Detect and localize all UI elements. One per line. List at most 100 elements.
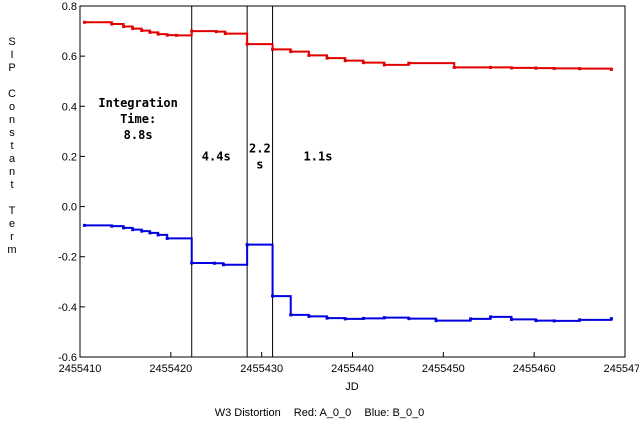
data-point: [307, 53, 311, 57]
y-tick-label: 0.8: [62, 1, 77, 13]
data-point: [131, 27, 135, 31]
data-point: [140, 29, 144, 33]
data-point: [271, 47, 275, 51]
x-tick-label: 2455440: [331, 363, 374, 375]
data-point: [407, 317, 411, 321]
data-point: [122, 25, 126, 29]
data-point: [434, 319, 438, 323]
data-point: [469, 317, 473, 321]
data-point: [578, 318, 582, 322]
data-point: [156, 32, 160, 36]
data-point: [325, 56, 329, 60]
data-point: [140, 229, 144, 233]
data-point: [156, 233, 160, 237]
y-axis-title-char: T: [9, 205, 16, 217]
data-point: [148, 231, 152, 235]
legend-red: Red: A_0_0: [293, 407, 352, 419]
data-point: [325, 316, 329, 320]
data-point: [165, 33, 169, 37]
y-axis-title-char: r: [10, 231, 14, 243]
series-layer: [83, 20, 613, 323]
x-tick-label: 2455450: [422, 363, 465, 375]
data-point: [609, 67, 613, 71]
series-B_0_0: [83, 223, 613, 323]
data-point: [148, 30, 152, 34]
y-tick-label: 0.2: [62, 151, 77, 163]
annotation-text: s: [256, 157, 263, 171]
data-point: [452, 65, 456, 69]
annotation-text: 2.2: [249, 141, 271, 155]
y-axis-title-char: s: [9, 127, 15, 139]
y-axis-title-char: P: [8, 62, 15, 74]
y-axis-title-char: I: [10, 49, 13, 61]
y-axis-title-char: e: [9, 218, 15, 230]
data-point: [289, 50, 293, 54]
series-line: [84, 224, 613, 322]
data-point: [83, 223, 87, 227]
data-point: [361, 61, 365, 65]
y-axis-title-char: C: [8, 88, 16, 100]
legend-blue: Blue: B_0_0: [364, 407, 425, 419]
data-point: [222, 263, 226, 267]
y-tick-label: 0.0: [62, 202, 77, 214]
data-point: [83, 20, 87, 24]
data-point: [361, 316, 365, 320]
data-point: [110, 22, 114, 26]
data-point: [122, 226, 126, 230]
data-point: [509, 317, 513, 321]
x-tick-label: 2455460: [513, 363, 556, 375]
integration-boundaries: [191, 6, 274, 357]
y-axis-title-char: t: [10, 179, 13, 191]
data-point: [110, 224, 114, 228]
caption-text: W3 Distortion: [214, 407, 281, 419]
data-point: [174, 33, 178, 37]
data-point: [552, 66, 556, 70]
annotation-text: 4.4s: [202, 149, 231, 163]
data-point: [245, 42, 249, 46]
annotation-text: Time:: [120, 112, 156, 126]
data-point: [223, 32, 227, 36]
data-point: [343, 59, 347, 63]
x-tick-label: 2455410: [59, 363, 102, 375]
data-point: [552, 319, 556, 323]
data-point: [407, 61, 411, 65]
y-tick-label: -0.4: [58, 302, 77, 314]
data-point: [609, 317, 613, 321]
series-A_0_0: [83, 20, 613, 71]
x-tick-label: 2455420: [149, 363, 192, 375]
y-axis: 0.8 0.6 0.4 0.2 0.0 -0.2 -0.4 -0.6: [58, 1, 85, 364]
y-axis-title-char: n: [9, 114, 15, 126]
plot-frame: [79, 5, 626, 358]
y-tick-label: -0.2: [58, 252, 77, 264]
chart-caption: W3 Distortion Red: A_0_0 Blue: B_0_0: [0, 407, 639, 419]
data-point: [534, 66, 538, 70]
y-tick-label: -0.6: [58, 352, 77, 364]
y-axis-title-char: S: [8, 36, 15, 48]
data-point: [382, 316, 386, 320]
data-point: [214, 30, 218, 34]
annotation-text: 1.1s: [304, 149, 333, 163]
annotation-text: 8.8s: [124, 128, 153, 142]
data-point: [212, 261, 216, 265]
data-point: [271, 294, 275, 298]
data-point: [489, 65, 493, 69]
data-point: [190, 29, 194, 33]
data-point: [509, 66, 513, 70]
data-point: [131, 228, 135, 232]
y-tick-label: 0.6: [62, 51, 77, 63]
data-point: [382, 63, 386, 67]
x-tick-label: 2455430: [240, 363, 283, 375]
x-tick-label: 2455470: [604, 363, 639, 375]
x-axis: 2455410 2455420 2455430 2455440 2455450 24554…: [59, 352, 639, 375]
data-point: [489, 315, 493, 319]
y-tick-label: 0.4: [62, 101, 77, 113]
annotation-text: Integration: [98, 96, 177, 110]
data-point: [534, 319, 538, 323]
y-axis-title-char: o: [9, 101, 15, 113]
data-point: [245, 243, 249, 247]
data-point: [343, 317, 347, 321]
y-axis-title-char: m: [7, 244, 16, 256]
y-axis-title-char: n: [9, 166, 15, 178]
